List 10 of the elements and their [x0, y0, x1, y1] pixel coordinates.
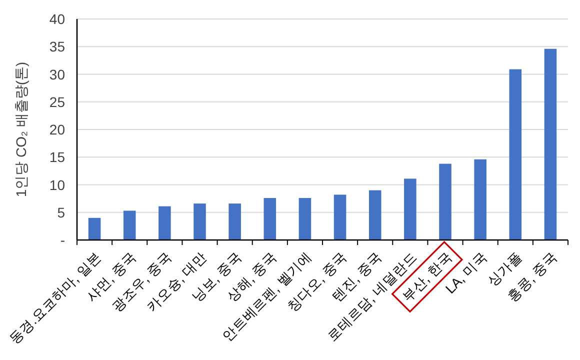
y-tick-label: 40: [49, 11, 66, 27]
y-tick-label: 20: [49, 122, 66, 138]
y-tick-label: 25: [49, 94, 66, 110]
y-tick-label: 5: [57, 204, 66, 220]
y-tick-label: -: [60, 232, 66, 248]
y-tick-label: 10: [49, 176, 66, 193]
y-tick-label: 15: [49, 149, 66, 166]
y-tick-label: 35: [49, 38, 66, 55]
y-axis-title: 1인당 CO₂ 배출량(톤): [13, 62, 29, 198]
y-tick-label: 30: [49, 66, 66, 82]
